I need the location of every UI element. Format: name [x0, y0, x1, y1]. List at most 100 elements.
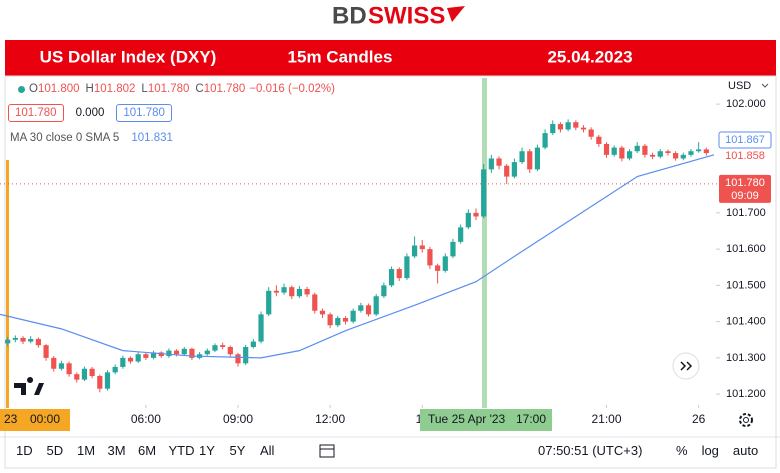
sma-legend: MA 30 close 0 SMA 5 101.831: [10, 132, 173, 144]
candle-body: [534, 147, 541, 170]
x-tick-label: 26: [692, 412, 706, 426]
y-tick-label: 101.400: [726, 316, 766, 328]
candle-body: [150, 352, 157, 358]
candle-body: [680, 154, 686, 159]
option-button[interactable]: auto: [732, 443, 759, 458]
candle-body: [273, 290, 279, 293]
candle-body: [20, 337, 26, 342]
candle-body: [419, 245, 425, 250]
scroll-button[interactable]: [672, 352, 700, 380]
candle-body: [427, 249, 433, 266]
range-button[interactable]: 1D: [16, 443, 33, 458]
clock-wrap: 07:50:51 (UTC+3): [538, 443, 642, 458]
y-tick-label: 101.700: [726, 207, 766, 219]
candle-body: [189, 348, 195, 358]
range-button[interactable]: All: [260, 443, 275, 458]
left-marker: [6, 160, 9, 408]
candle-body: [120, 357, 126, 367]
candle-body: [58, 363, 65, 369]
candle-body: [603, 143, 610, 155]
candle-body: [458, 227, 464, 242]
logo-bd: BD: [332, 2, 367, 29]
candle-body: [281, 287, 287, 293]
candle-body: [450, 241, 456, 257]
left-time-b: 00:00: [30, 412, 60, 426]
x-tick-label: 21:00: [592, 412, 622, 426]
candle-body: [35, 339, 41, 346]
calendar-icon[interactable]: [319, 444, 335, 458]
ohlc-item: O101.800: [29, 83, 80, 95]
chart-date: 25.04.2023: [547, 47, 632, 66]
candle-body: [74, 374, 80, 380]
candle-body: [696, 149, 702, 152]
logo-mark: [447, 6, 465, 22]
candle-body: [5, 339, 11, 344]
candle-body: [665, 151, 671, 154]
range-button[interactable]: 5Y: [229, 443, 246, 458]
candle-body: [519, 151, 525, 163]
range-button[interactable]: 6M: [138, 443, 157, 458]
candle-body: [112, 366, 118, 373]
ohlc-value: 101.780: [147, 83, 190, 95]
legend-row: O101.800 H101.802 L101.780 C101.780 −0.016 …: [18, 83, 335, 95]
sma-name: MA 30 close 0 SMA 5: [10, 132, 120, 144]
dropdown-icon: [761, 83, 769, 88]
sma-price-box: [718, 131, 772, 149]
ohlc-value: 101.800: [37, 83, 80, 95]
ask[interactable]: 101.780: [116, 104, 172, 122]
chart-title: US Dollar Index (DXY): [40, 47, 217, 66]
candle-body: [143, 354, 149, 358]
spread: 0.000: [75, 107, 105, 119]
left-time-box: [0, 409, 70, 431]
candle-body: [89, 368, 95, 376]
candle-body: [619, 147, 625, 159]
ohlc-value: 101.802: [93, 83, 136, 95]
range-button[interactable]: 1M: [77, 443, 96, 458]
plot: [0, 103, 720, 408]
candle-body: [135, 354, 141, 362]
candle-body: [673, 153, 679, 159]
candle-body: [350, 310, 356, 322]
candle-body: [97, 375, 103, 389]
candle-body: [204, 350, 210, 355]
option-button[interactable]: log: [701, 443, 719, 458]
candle-body: [565, 122, 571, 130]
candle-body: [258, 314, 264, 342]
chart-subtitle: 15m Candles: [288, 47, 393, 66]
range-button[interactable]: 3M: [107, 443, 126, 458]
ohlc-item: C101.780: [195, 83, 245, 95]
candle-body: [435, 265, 441, 271]
candle-body: [51, 357, 57, 369]
range-button[interactable]: YTD: [168, 443, 195, 458]
candle-body: [688, 151, 694, 155]
candle-body: [166, 350, 172, 357]
settings-icon[interactable]: [739, 413, 753, 427]
ohlc-key: L: [141, 83, 148, 95]
candle-body: [504, 165, 510, 177]
crosshair-date: Tue 25 Apr '23: [428, 412, 506, 426]
candle-body: [550, 124, 556, 134]
ohlc-value: 101.780: [203, 83, 246, 95]
option-button[interactable]: %: [676, 443, 688, 458]
bid[interactable]: 101.780: [8, 104, 64, 122]
candle-body: [250, 341, 256, 347]
candle-body: [588, 129, 594, 137]
range-button[interactable]: 1Y: [199, 443, 215, 458]
candle-body: [304, 288, 310, 295]
candle-body: [634, 145, 640, 152]
sma-line: [0, 154, 715, 359]
candle-body: [327, 314, 333, 326]
crosshair-vertical: [482, 78, 487, 408]
candle-body: [473, 212, 479, 217]
candle-body: [289, 287, 295, 297]
last-price-timer: 09:09: [731, 190, 759, 202]
range-button[interactable]: 5D: [46, 443, 64, 458]
candle-body: [28, 339, 34, 342]
candle-body: [319, 310, 326, 315]
last-price-box: [719, 174, 771, 203]
range-bar: 1D 5D 1M 3M 6M YTD 1Y 5Y All: [16, 443, 291, 458]
candle-body: [511, 162, 517, 177]
candle-body: [173, 350, 180, 355]
candle-body: [649, 154, 656, 157]
crosshair-clock: 17:00: [516, 412, 546, 426]
